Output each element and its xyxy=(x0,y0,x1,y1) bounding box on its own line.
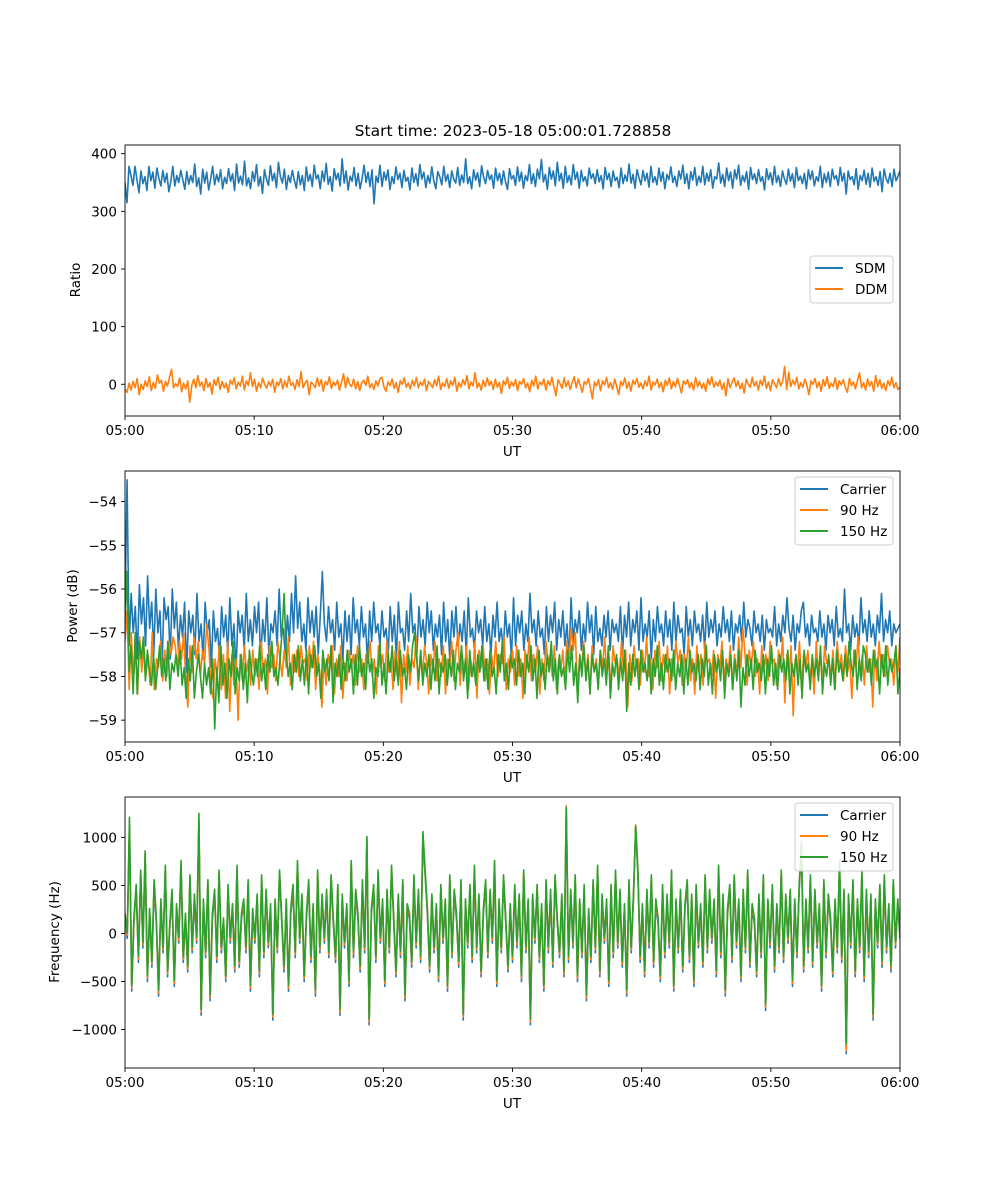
x-tick-label: 05:10 xyxy=(235,749,274,765)
y-tick-label: 200 xyxy=(91,262,117,278)
x-tick-label: 06:00 xyxy=(881,423,920,439)
x-tick-label: 05:10 xyxy=(235,1075,274,1091)
series-line-ddm xyxy=(125,365,900,403)
x-axis-label-ratio: UT xyxy=(503,444,522,460)
legend-label: 90 Hz xyxy=(840,829,879,845)
x-tick-label: 06:00 xyxy=(881,749,920,765)
series-line-150-hz xyxy=(125,570,900,730)
x-tick-label: 05:20 xyxy=(364,423,403,439)
x-tick-label: 05:30 xyxy=(493,423,532,439)
x-tick-label: 05:20 xyxy=(364,1075,403,1091)
panel-ratio: Start time: 2023-05-18 05:00:01.728858 0… xyxy=(68,122,919,460)
x-tick-label: 05:10 xyxy=(235,423,274,439)
y-tick-label: −58 xyxy=(89,669,118,685)
plot-area-power: 05:00 05:10 05:20 05:30 05:40 05:50 06:00 −59 −5… xyxy=(89,470,920,765)
x-tick-label: 05:20 xyxy=(364,749,403,765)
x-tick-label: 05:40 xyxy=(622,423,661,439)
legend-box xyxy=(794,476,894,546)
x-tick-label: 05:40 xyxy=(622,1075,661,1091)
x-tick-label: 05:50 xyxy=(751,749,790,765)
legend-label: 150 Hz xyxy=(840,850,887,866)
y-axis-label-ratio: Ratio xyxy=(68,263,84,298)
y-tick-label: −56 xyxy=(89,582,118,598)
y-tick-label: −500 xyxy=(80,975,117,991)
legend-label: DDM xyxy=(855,282,887,298)
plot-area-ratio: 05:00 05:10 05:20 05:30 05:40 05:50 06:00 0 100 2… xyxy=(91,144,920,439)
x-tick-label: 05:00 xyxy=(106,1075,145,1091)
x-tick-label: 05:40 xyxy=(622,749,661,765)
legend-label: SDM xyxy=(855,261,886,277)
legend: Carrier 90 Hz 150 Hz xyxy=(794,476,894,546)
y-tick-label: 100 xyxy=(91,320,117,336)
legend-label: 150 Hz xyxy=(840,524,887,540)
legend: SDM DDM xyxy=(809,255,894,304)
panel-power: 05:00 05:10 05:20 05:30 05:40 05:50 06:00 −59 −5… xyxy=(65,470,920,786)
y-tick-label: −55 xyxy=(89,538,118,554)
x-tick-label: 05:30 xyxy=(493,1075,532,1091)
y-tick-label: 0 xyxy=(108,926,117,942)
y-axis-label-power: Power (dB) xyxy=(65,569,81,642)
x-tick-label: 06:00 xyxy=(881,1075,920,1091)
x-tick-label: 05:30 xyxy=(493,749,532,765)
y-tick-label: 300 xyxy=(91,204,117,220)
panel-frequency: 05:00 05:10 05:20 05:30 05:40 05:50 06:00 −1000… xyxy=(47,796,920,1112)
y-axis-label-frequency: Frequency (Hz) xyxy=(47,881,63,983)
y-tick-label: −59 xyxy=(89,713,118,729)
y-tick-label: 500 xyxy=(91,878,117,894)
y-tick-label: 0 xyxy=(108,377,117,393)
y-tick-label: 400 xyxy=(91,147,117,163)
chart-title: Start time: 2023-05-18 05:00:01.728858 xyxy=(355,122,672,140)
series-line-150-hz xyxy=(125,806,900,1045)
x-tick-label: 05:50 xyxy=(751,423,790,439)
x-tick-label: 05:50 xyxy=(751,1075,790,1091)
legend-box xyxy=(794,802,894,872)
y-tick-label: −1000 xyxy=(71,1023,117,1039)
x-tick-label: 05:00 xyxy=(106,749,145,765)
legend: Carrier 90 Hz 150 Hz xyxy=(794,802,894,872)
series-line-carrier xyxy=(125,478,900,673)
y-tick-label: −57 xyxy=(89,626,118,642)
legend-label: 90 Hz xyxy=(840,503,879,519)
y-tick-label: 1000 xyxy=(83,830,117,846)
legend-label: Carrier xyxy=(840,808,887,824)
x-tick-label: 05:00 xyxy=(106,423,145,439)
plot-area-frequency: 05:00 05:10 05:20 05:30 05:40 05:50 06:00 −1000… xyxy=(71,796,920,1091)
legend-label: Carrier xyxy=(840,482,887,498)
series-line-sdm xyxy=(125,158,900,205)
x-axis-label-frequency: UT xyxy=(503,1096,522,1112)
y-tick-label: −54 xyxy=(89,495,118,511)
x-axis-label-power: UT xyxy=(503,770,522,786)
